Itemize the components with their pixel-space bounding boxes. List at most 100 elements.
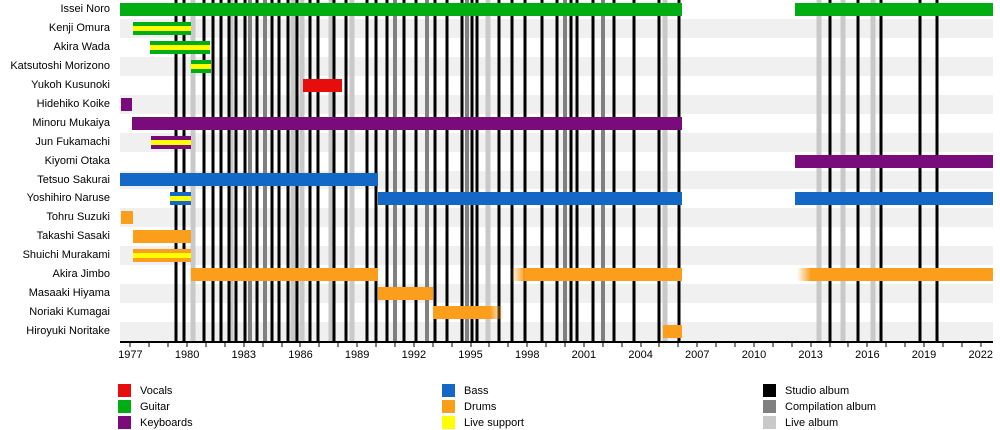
timeline-bar-drums [133,230,191,244]
legend-label: Live album [785,417,839,429]
album-line-studio [374,0,378,341]
axis-tick [980,343,982,347]
axis-tick [299,343,301,347]
album-line-studio [475,0,479,341]
axis-year-label: 1995 [458,349,483,361]
axis-tick [847,343,849,347]
timeline-bar-keyboards [132,116,683,130]
album-line-studio [227,0,231,341]
axis-tick [923,343,925,347]
axis-tick [885,343,887,347]
live-support-stripe [151,139,191,145]
axis-tick [451,343,453,347]
timeline-bar-guitar [794,2,993,16]
timeline-bar-bass [120,173,378,187]
timeline-bar-guitar [120,2,683,16]
album-line-studio [677,0,681,341]
album-line-studio [414,0,418,341]
album-line-compilation [600,0,605,341]
timeline-bar-drums [511,268,683,282]
album-line-studio [182,0,186,341]
album-line-compilation [262,0,267,341]
live-support-stripe [190,63,211,69]
timeline-bar-bass [377,192,683,206]
axis-tick [640,343,642,347]
album-line-studio [174,0,178,341]
album-line-studio [433,0,437,341]
axis-tick [318,343,320,347]
timeline-bar-drums [120,211,134,225]
legend-label: Studio album [785,385,850,397]
member-label: Tetsuo Sakurai [37,173,110,186]
timeline-bar-vocals [303,78,343,92]
live-support-stripe [133,25,191,31]
legend-label: Drums [464,401,497,413]
album-line-studio [856,0,860,341]
axis-tick [791,343,793,347]
album-line-studio [497,0,501,341]
album-line-live [328,0,334,341]
album-line-studio [316,0,320,341]
axis-tick [961,343,963,347]
album-line-studio [332,0,336,341]
axis-tick [470,343,472,347]
member-label: Yukoh Kusunoki [31,78,110,91]
axis-tick [148,343,150,347]
axis-year-label: 1980 [174,349,200,361]
timeline-bar-drums [432,306,504,320]
album-line-compilation [464,0,469,341]
legend-swatch-live-support [442,416,455,429]
member-label: Hidehiko Koike [36,97,110,110]
axis-tick [394,343,396,347]
axis-tick [677,343,679,347]
axis-tick [224,343,226,347]
album-line-live [816,0,822,341]
axis-tick [583,343,585,347]
album-line-studio [918,0,922,341]
axis-year-label: 1998 [514,349,540,361]
timeline-bar-bass [794,192,993,206]
axis-tick [375,343,377,347]
axis-tick [205,343,207,347]
legend-swatch-guitar [118,400,131,413]
album-line-studio [935,0,939,341]
album-line-studio [308,0,312,341]
album-line-studio [540,0,544,341]
member-label: Akira Jimbo [52,268,110,281]
album-line-studio [879,0,883,341]
member-label: Katsutoshi Morizono [10,59,110,72]
live-support-stripe [150,44,210,50]
axis-tick [621,343,623,347]
axis-tick [243,343,245,347]
album-line-compilation [248,0,253,341]
album-line-studio [365,0,369,341]
axis-year-label: 2013 [798,349,823,361]
axis-tick [432,343,434,347]
album-line-live [299,0,305,341]
live-support-stripe [133,253,191,259]
axis-tick [186,343,188,347]
axis-tick [810,343,812,347]
album-line-studio [510,0,514,341]
axis-tick [507,343,509,347]
album-line-compilation [392,0,397,341]
legend-swatch-live-album [763,416,776,429]
timeline-bar-drums [663,325,683,339]
member-label: Akira Wada [53,40,110,53]
live-support-stripe [170,196,191,202]
album-line-studio [555,0,559,341]
axis-year-label: 1986 [288,349,313,361]
member-label: Masaaki Hiyama [28,287,110,300]
album-line-studio [591,0,595,341]
axis-tick [488,343,490,347]
x-axis: 1977 1980 1983 1986 1989 1992 1995 1998 2001 2004… [118,341,993,365]
legend-swatch-compilation-album [763,400,776,413]
axis-year-label: 2010 [741,349,767,361]
legend-label: Bass [464,385,489,397]
album-line-studio [460,0,464,341]
member-label: Jun Fukamachi [35,135,110,148]
axis-year-label: 2022 [968,349,993,361]
legend-swatch-keyboards [118,416,131,429]
member-label: Hiroyuki Noritake [26,325,110,338]
album-line-studio [632,0,636,341]
